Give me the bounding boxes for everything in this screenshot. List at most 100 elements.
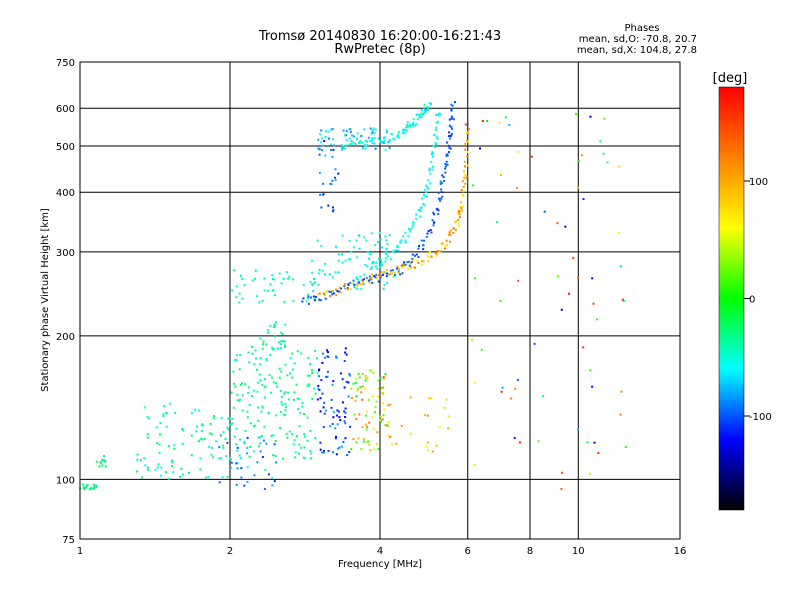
data-point bbox=[373, 261, 376, 264]
data-point bbox=[262, 343, 265, 346]
data-point bbox=[381, 274, 384, 276]
data-point bbox=[342, 146, 345, 149]
data-point bbox=[88, 488, 91, 491]
data-point bbox=[412, 221, 415, 224]
data-point bbox=[311, 283, 314, 286]
data-point bbox=[271, 278, 274, 280]
data-point bbox=[427, 260, 430, 263]
data-point bbox=[257, 419, 260, 422]
data-point bbox=[156, 466, 159, 469]
data-point bbox=[364, 148, 367, 150]
data-point bbox=[462, 170, 465, 173]
data-point bbox=[384, 424, 387, 427]
data-point bbox=[444, 246, 447, 248]
data-point bbox=[330, 406, 333, 409]
data-point bbox=[394, 274, 397, 276]
data-point bbox=[285, 271, 288, 274]
data-point bbox=[402, 128, 405, 131]
data-point bbox=[377, 379, 380, 382]
data-point bbox=[182, 429, 185, 432]
data-point bbox=[335, 288, 337, 291]
data-point bbox=[261, 383, 264, 386]
data-point bbox=[348, 143, 351, 146]
data-point bbox=[226, 475, 229, 478]
data-point bbox=[417, 261, 420, 264]
data-point bbox=[318, 298, 321, 301]
data-point bbox=[359, 275, 362, 278]
data-point bbox=[265, 343, 268, 346]
data-point bbox=[250, 422, 252, 425]
data-point bbox=[347, 288, 350, 291]
data-point bbox=[422, 113, 425, 115]
data-point bbox=[429, 229, 432, 231]
data-point bbox=[382, 414, 385, 417]
data-point bbox=[248, 455, 251, 458]
data-point bbox=[381, 246, 384, 249]
data-point bbox=[322, 193, 325, 196]
data-point bbox=[422, 259, 425, 262]
data-point bbox=[267, 473, 270, 476]
data-point bbox=[157, 463, 160, 466]
data-point bbox=[95, 460, 98, 463]
data-point bbox=[385, 239, 388, 242]
data-point bbox=[407, 234, 410, 237]
data-point bbox=[448, 231, 451, 234]
data-point bbox=[243, 440, 246, 443]
data-point bbox=[341, 261, 344, 264]
data-point bbox=[328, 137, 330, 140]
data-point bbox=[289, 357, 292, 360]
data-point bbox=[386, 255, 389, 258]
data-point bbox=[143, 457, 146, 460]
data-point bbox=[205, 476, 208, 479]
data-point bbox=[273, 326, 275, 329]
data-point bbox=[368, 275, 371, 278]
data-point bbox=[363, 236, 366, 239]
data-point bbox=[367, 440, 370, 443]
data-point bbox=[376, 240, 379, 243]
data-point bbox=[430, 231, 433, 234]
data-point bbox=[238, 292, 241, 295]
data-point bbox=[439, 183, 442, 185]
data-point bbox=[454, 228, 457, 231]
data-point bbox=[338, 290, 341, 293]
data-point bbox=[344, 407, 347, 410]
data-point bbox=[460, 207, 463, 210]
data-point bbox=[384, 257, 387, 260]
data-point bbox=[415, 253, 418, 256]
data-point bbox=[377, 448, 380, 451]
data-point bbox=[433, 133, 436, 136]
data-point bbox=[360, 287, 363, 290]
data-point bbox=[402, 130, 405, 132]
data-point bbox=[464, 182, 467, 185]
data-point bbox=[324, 154, 327, 157]
data-point bbox=[276, 385, 279, 388]
data-point bbox=[370, 369, 373, 372]
data-point bbox=[335, 294, 338, 297]
data-point bbox=[426, 195, 429, 198]
data-point bbox=[280, 343, 282, 346]
data-point bbox=[146, 416, 149, 419]
data-point bbox=[313, 387, 315, 390]
data-point bbox=[560, 487, 563, 490]
data-point bbox=[283, 340, 286, 343]
data-point bbox=[327, 351, 329, 354]
data-point bbox=[332, 451, 334, 454]
data-point bbox=[277, 347, 279, 350]
data-point bbox=[415, 217, 418, 220]
data-point bbox=[334, 427, 337, 430]
data-point bbox=[415, 213, 418, 216]
data-point bbox=[381, 264, 384, 267]
data-point bbox=[438, 250, 441, 253]
data-point bbox=[343, 147, 346, 150]
data-point bbox=[319, 299, 322, 302]
data-point bbox=[388, 435, 391, 438]
data-point bbox=[365, 376, 368, 379]
x-tick-labels: 1 2 4 6 8 10 16 bbox=[77, 546, 687, 557]
data-point bbox=[599, 140, 602, 143]
data-point bbox=[364, 145, 367, 148]
data-point bbox=[500, 390, 503, 393]
data-point bbox=[284, 414, 286, 417]
data-point bbox=[244, 383, 247, 385]
data-point bbox=[335, 453, 338, 456]
data-point bbox=[288, 430, 291, 433]
